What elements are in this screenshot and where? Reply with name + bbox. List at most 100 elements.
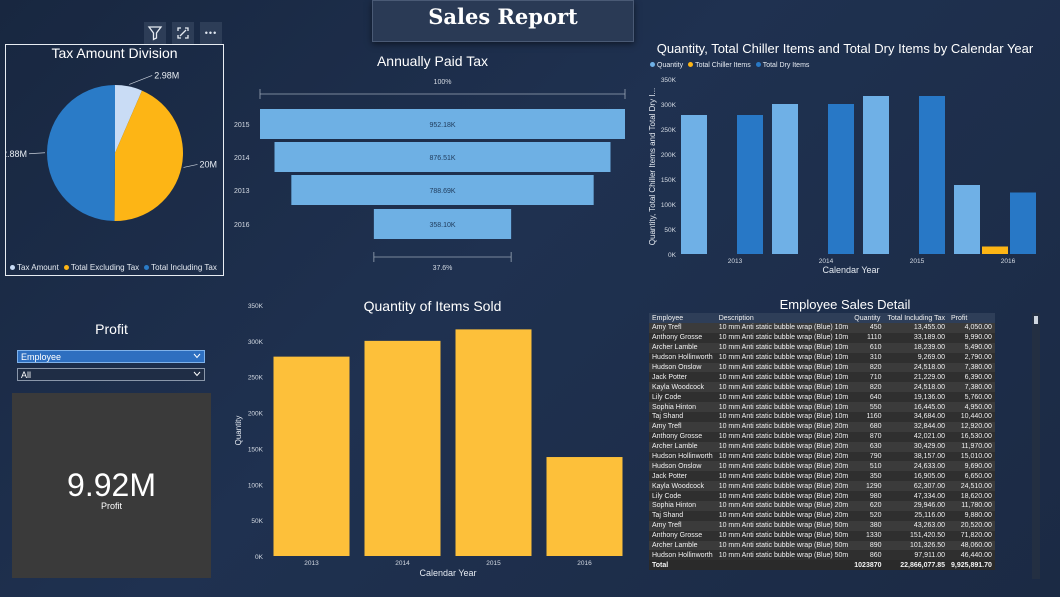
table-cell: 10 mm Anti static bubble wrap (Blue) 10m [715, 332, 852, 343]
focus-mode-icon[interactable] [172, 22, 194, 44]
table-row: Hudson Hollinworth 10 mm Anti static bubb… [649, 550, 995, 561]
combo-y-tick-label: 200K [661, 152, 677, 159]
table-cell: 620 [851, 501, 885, 511]
funnel-bottom-label: 37.6% [433, 265, 453, 272]
combo-x-tick-label: 2015 [910, 258, 925, 265]
table-cell: 5,760.00 [948, 392, 995, 403]
table-cell: Jack Potter [649, 372, 716, 383]
table-cell: 10 mm Anti static bubble wrap (Blue) 20m [715, 431, 852, 442]
table-total-cell: 1023870 [851, 560, 885, 571]
filter-icon[interactable] [144, 22, 166, 44]
table-cell: 16,445.00 [884, 402, 948, 413]
table-total-cell: Total [649, 560, 716, 571]
table-cell: Archer Lamble [649, 342, 716, 353]
funnel-category-label: 2016 [234, 222, 250, 229]
funnel-value-label: 876.51K [429, 155, 455, 162]
table-cell: 450 [851, 323, 885, 333]
table-cell: 10 mm Anti static bubble wrap (Blue) 50m [715, 530, 852, 541]
funnel-bar [274, 142, 611, 172]
combo-y-tick-label: 150K [661, 177, 677, 184]
table-cell: 820 [851, 362, 885, 373]
table-total-cell [715, 560, 852, 571]
table-scrollbar[interactable] [1032, 313, 1040, 579]
table-cell: 24,633.00 [884, 461, 948, 472]
table-cell: 21,229.00 [884, 372, 948, 383]
bar [364, 340, 441, 556]
table-cell: Jack Potter [649, 471, 716, 482]
bar-y-tick-label: 0K [255, 554, 264, 561]
pie-slice [114, 90, 184, 221]
employee-dropdown[interactable]: Employee [17, 350, 205, 363]
combo-y-axis-label: Quantity, Total Chiller Items and Total … [648, 88, 657, 245]
table-cell: Amy Trefl [649, 520, 716, 531]
table-cell: 11,780.00 [948, 501, 995, 511]
table-cell: Hudson Hollinworth [649, 352, 716, 363]
pie-leader-line [183, 164, 198, 168]
table-cell: 1110 [851, 332, 885, 343]
table-cell: 980 [851, 491, 885, 502]
employee-sales-table-wrap: Employee Description Quantity Total Includi… [649, 313, 1029, 579]
bar-y-tick-label: 350K [248, 303, 264, 310]
employee-sales-table: Employee Description Quantity Total Includi… [649, 313, 995, 571]
table-row: Taj Shand 10 mm Anti static bubble wrap (… [649, 510, 995, 521]
combo-y-tick-label: 250K [661, 127, 677, 134]
pie-slice [115, 85, 142, 153]
table-cell: 11,970.00 [948, 441, 995, 452]
funnel-value-label: 788.69K [429, 188, 455, 195]
table-row: Hudson Hollinworth 10 mm Anti static bubb… [649, 352, 995, 363]
table-cell: 2,790.00 [948, 352, 995, 363]
bar-y-tick-label: 100K [248, 482, 264, 489]
table-cell: 25,116.00 [884, 510, 948, 521]
scroll-up-icon[interactable] [1034, 316, 1038, 324]
table-cell: 10 mm Anti static bubble wrap (Blue) 20m [715, 501, 852, 511]
filter-dropdown[interactable]: All [17, 368, 205, 381]
table-cell: 24,510.00 [948, 481, 995, 492]
combo-bar-dry [919, 96, 945, 254]
funnel-category-label: 2014 [234, 155, 250, 162]
table-header-cell[interactable]: Profit [948, 313, 995, 323]
table-cell: 10 mm Anti static bubble wrap (Blue) 20m [715, 481, 852, 492]
bar-y-tick-label: 50K [251, 518, 263, 525]
table-row: Sophia Hinton 10 mm Anti static bubble wr… [649, 501, 995, 511]
table-header-cell[interactable]: Total Including Tax [884, 313, 948, 323]
table-cell: 47,334.00 [884, 491, 948, 502]
table-row: Kayla Woodcock 10 mm Anti static bubble w… [649, 382, 995, 393]
more-options-icon[interactable]: ••• [200, 22, 222, 44]
table-header-cell[interactable]: Description [715, 313, 852, 323]
table-cell: 4,950.00 [948, 402, 995, 413]
table-cell: 7,380.00 [948, 382, 995, 393]
combo-y-tick-label: 300K [661, 102, 677, 109]
bar [546, 457, 623, 556]
table-cell: 18,620.00 [948, 491, 995, 502]
chevron-down-icon [193, 351, 201, 364]
table-cell: 7,380.00 [948, 362, 995, 373]
table-cell: 46,440.00 [948, 550, 995, 561]
funnel-bar [373, 209, 512, 239]
combo-legend: Quantity Total Chiller Items Total Dry I… [650, 62, 809, 69]
pie-legend-item: Total Including Tax [144, 263, 217, 272]
table-cell: 10 mm Anti static bubble wrap (Blue) 50m [715, 520, 852, 531]
table-cell: 10,440.00 [948, 412, 995, 422]
pie-chart-panel [5, 44, 224, 276]
table-cell: 34,684.00 [884, 412, 948, 422]
table-cell: 610 [851, 342, 885, 353]
profit-title: Profit [95, 321, 128, 337]
combo-x-tick-label: 2014 [819, 258, 834, 265]
table-cell: Hudson Hollinworth [649, 451, 716, 462]
table-header-cell[interactable]: Quantity [851, 313, 885, 323]
table-cell: 18,239.00 [884, 342, 948, 353]
table-row: Hudson Onslow 10 mm Anti static bubble wr… [649, 461, 995, 472]
table-cell: 151,420.50 [884, 530, 948, 541]
filter-dropdown-value: All [21, 370, 32, 380]
table-cell: 62,307.00 [884, 481, 948, 492]
bar-chart: 350K 300K 250K 200K 150K 100K 50K 0K Quantity 201… [234, 303, 623, 578]
table-cell: Archer Lamble [649, 441, 716, 452]
bar-y-tick-label: 300K [248, 339, 264, 346]
table-header-cell[interactable]: Employee [649, 313, 716, 323]
table-cell: 10 mm Anti static bubble wrap (Blue) 20m [715, 491, 852, 502]
table-cell: 13,455.00 [884, 323, 948, 333]
table-cell: 10 mm Anti static bubble wrap (Blue) 20m [715, 461, 852, 472]
table-cell: 10 mm Anti static bubble wrap (Blue) 20m [715, 451, 852, 462]
table-row: Amy Trefl 10 mm Anti static bubble wrap (… [649, 520, 995, 531]
combo-chart: 350K 300K 250K 200K 150K 100K 50K 0K Quantity, T… [648, 77, 1036, 275]
